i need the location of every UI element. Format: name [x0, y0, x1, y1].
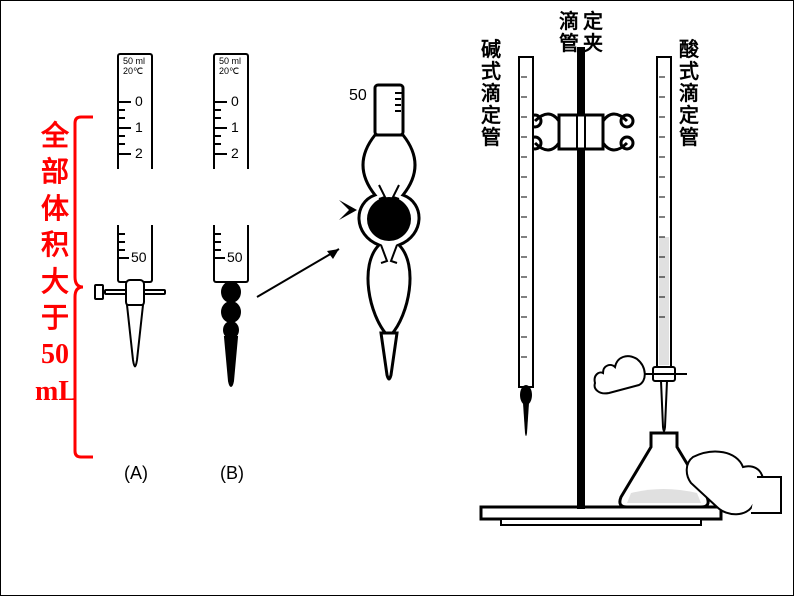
minor [215, 135, 221, 137]
burette-b: 50 ml 20℃ 0 1 2 50 [213, 53, 249, 169]
rubber-bulb [221, 301, 241, 323]
burette-b-spec: 50 ml 20℃ [219, 57, 241, 77]
minor [119, 143, 125, 145]
label-a: (A) [121, 463, 151, 484]
spec-temp: 20℃ [123, 66, 143, 76]
minor [119, 241, 125, 243]
burette-a-tip [125, 305, 145, 375]
zoomed-valve [319, 85, 459, 385]
red-label-char: 全 [35, 119, 75, 155]
mark-0: 0 [135, 93, 143, 109]
red-label-char: 体 [35, 192, 75, 228]
minor [215, 109, 221, 111]
red-label-char: 50 [35, 337, 75, 373]
minor [119, 233, 125, 235]
mark-50: 50 [227, 249, 243, 265]
top-label-char: 滴 [557, 11, 581, 33]
mark [215, 127, 227, 129]
mark [215, 153, 227, 155]
mark-2: 2 [135, 145, 143, 161]
mark [119, 127, 131, 129]
red-label-char: 积 [35, 228, 75, 264]
mark [119, 153, 131, 155]
red-label-char: mL [35, 374, 75, 410]
rubber-bulb [221, 281, 241, 303]
minor [119, 249, 125, 251]
label-b: (B) [217, 463, 247, 484]
minor [215, 249, 221, 251]
mark-2: 2 [231, 145, 239, 161]
minor [119, 117, 125, 119]
spec-temp: 20℃ [219, 66, 239, 76]
top-label-char: 定 [581, 11, 605, 33]
mark-50: 50 [131, 249, 147, 265]
red-label-char: 部 [35, 155, 75, 191]
mark-0: 0 [231, 93, 239, 109]
minor [215, 233, 221, 235]
minor [215, 117, 221, 119]
red-bracket [75, 117, 93, 457]
mark [215, 257, 225, 259]
mark [119, 101, 131, 103]
mark [119, 257, 129, 259]
burette-a-spec: 50 ml 20℃ [123, 57, 145, 77]
burette-a: 50 ml 20℃ 0 1 2 50 [117, 53, 153, 169]
mark [215, 101, 227, 103]
volume-note: 全部体积大于50mL [35, 119, 75, 410]
stopcock-handle [94, 284, 104, 300]
mark-1: 1 [231, 119, 239, 135]
minor [119, 135, 125, 137]
minor [119, 109, 125, 111]
zoom-mark-50: 50 [349, 87, 367, 105]
spec-cap: 50 ml [123, 56, 145, 66]
red-label-char: 于 [35, 301, 75, 337]
spec-cap: 50 ml [219, 56, 241, 66]
minor [215, 143, 221, 145]
red-label-char: 大 [35, 265, 75, 301]
titration-stand [461, 37, 781, 537]
mark-1: 1 [135, 119, 143, 135]
burette-b-tip [223, 337, 239, 393]
minor [215, 241, 221, 243]
stopcock-body [125, 279, 145, 307]
